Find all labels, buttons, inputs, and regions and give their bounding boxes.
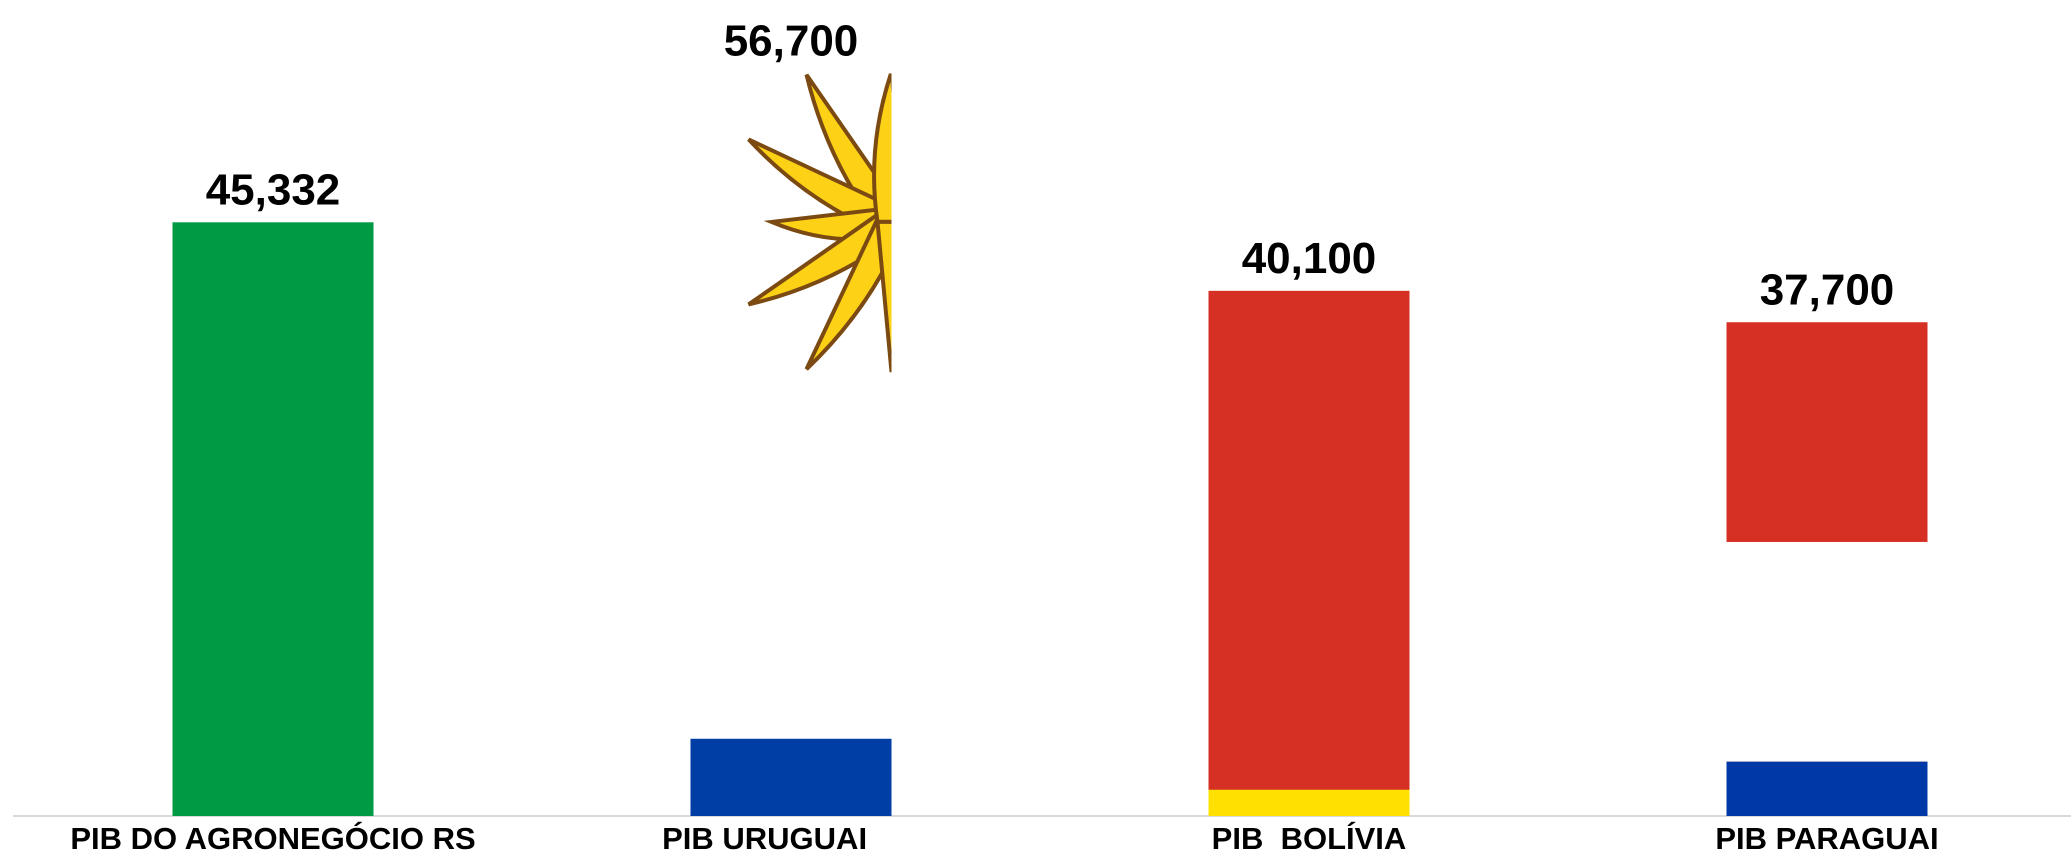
value-label: 45,332 (206, 165, 341, 214)
sun-ray (872, 73, 892, 224)
bar (1208, 290, 1410, 817)
x-tick-label: PIB BOLÍVIA (1212, 821, 1407, 856)
sun-ray (875, 219, 892, 373)
value-label: 40,100 (1242, 234, 1377, 283)
sun (747, 73, 892, 373)
x-tick-label: PIB URUGUAI (662, 821, 867, 856)
flag-stripe (1208, 789, 1410, 816)
flag-stripe (1726, 761, 1928, 816)
sun-ray (804, 212, 892, 371)
value-label: 56,700 (724, 16, 859, 65)
bar (172, 222, 374, 817)
value-label: 37,700 (1760, 265, 1895, 314)
flag-stripe (690, 738, 892, 816)
flag-stripe (1726, 541, 1928, 762)
x-tick-label: PIB DO AGRONEGÓCIO RS (70, 820, 475, 856)
x-tick-label: PIB PARAGUAI (1715, 821, 1938, 856)
